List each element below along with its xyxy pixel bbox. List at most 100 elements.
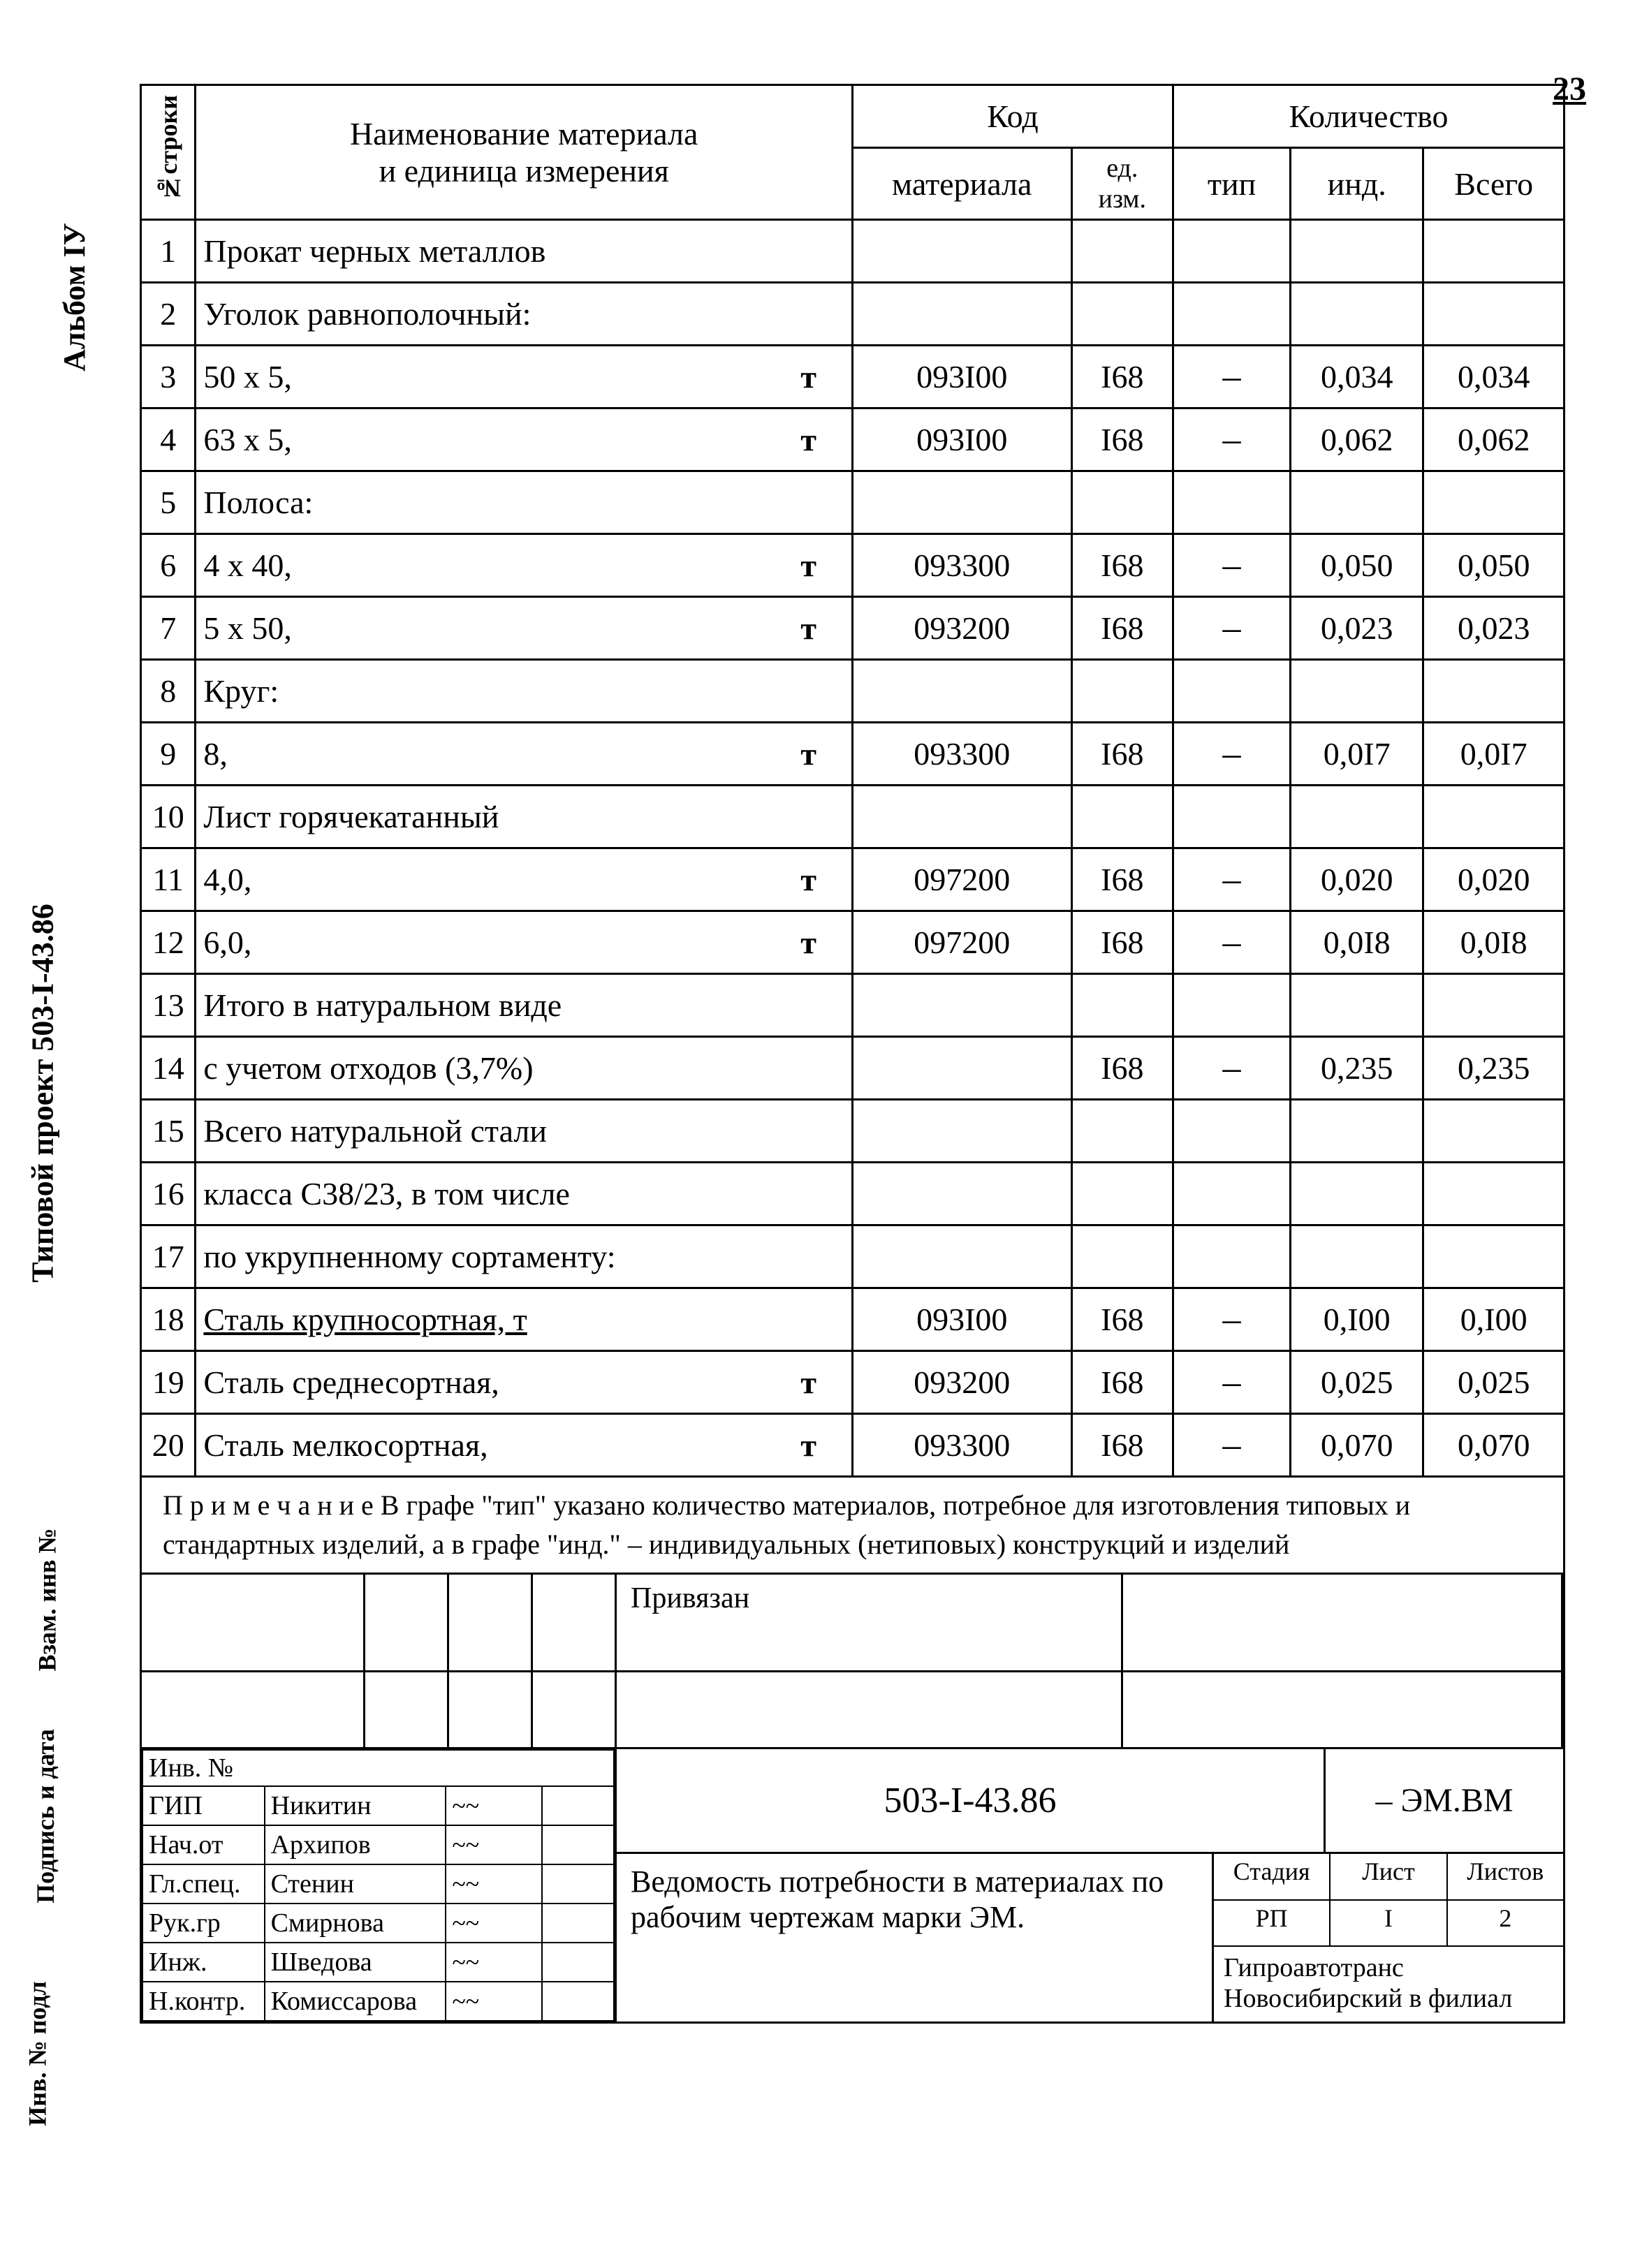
- note-block: П р и м е ч а н и е В графе "тип" указан…: [140, 1478, 1565, 1575]
- name-cell: Комиссарова: [265, 1982, 446, 2021]
- cell-total: [1423, 1225, 1564, 1288]
- table-row: 20 Сталь мелкосортная,т 093300 I68 – 0,0…: [141, 1414, 1564, 1477]
- cell-name: Всего натуральной стали: [196, 1100, 853, 1163]
- cell-tip: –: [1173, 597, 1291, 660]
- empty-block: Привязан: [140, 1575, 1565, 1672]
- cell-total: 0,034: [1423, 346, 1564, 408]
- cell-total: [1423, 1100, 1564, 1163]
- cell-name: Сталь мелкосортная,т: [196, 1414, 853, 1477]
- cell-code: [852, 220, 1071, 283]
- header-qty: Количество: [1173, 85, 1564, 148]
- table-row: 6 4 х 40,т 093300 I68 – 0,050 0,050: [141, 534, 1564, 597]
- cell-tip: [1173, 1163, 1291, 1225]
- cell-tip: –: [1173, 1414, 1291, 1477]
- privyazan-label: Привязан: [617, 1575, 1123, 1670]
- cell-unit: [1071, 974, 1173, 1037]
- signature-cell: ~~: [446, 1904, 542, 1943]
- header-matcode: материала: [852, 148, 1071, 220]
- stage-label: Стадия: [1214, 1854, 1331, 1899]
- table-row: 12 6,0,т 097200 I68 – 0,0I8 0,0I8: [141, 911, 1564, 974]
- inv-label: Инв. №: [142, 1750, 614, 1786]
- header-name: Наименование материала и единица измерен…: [196, 85, 853, 220]
- cell-name: класса С38/23, в том числе: [196, 1163, 853, 1225]
- cell-unit: I68: [1071, 848, 1173, 911]
- cell-unit: [1071, 786, 1173, 848]
- date-cell: [542, 1982, 614, 2021]
- cell-total: 0,025: [1423, 1351, 1564, 1414]
- date-cell: [542, 1786, 614, 1825]
- doc-suffix: – ЭМ.ВМ: [1326, 1749, 1563, 1852]
- cell-name: Лист горячекатанный: [196, 786, 853, 848]
- cell-total: 0,0I8: [1423, 911, 1564, 974]
- cell-num: 1: [141, 220, 196, 283]
- cell-num: 15: [141, 1100, 196, 1163]
- signature-cell: ~~: [446, 1982, 542, 2021]
- cell-tip: [1173, 471, 1291, 534]
- cell-num: 2: [141, 283, 196, 346]
- cell-unit: [1071, 220, 1173, 283]
- cell-num: 14: [141, 1037, 196, 1100]
- cell-unit: [1071, 1225, 1173, 1288]
- cell-ind: 0,0I8: [1291, 911, 1423, 974]
- cell-code: 093I00: [852, 346, 1071, 408]
- header-total: Всего: [1423, 148, 1564, 220]
- cell-ind: 0,034: [1291, 346, 1423, 408]
- cell-tip: –: [1173, 1037, 1291, 1100]
- cell-ind: 0,0I7: [1291, 723, 1423, 786]
- materials-table: №строки Наименование материала и единица…: [140, 84, 1565, 1478]
- table-row: 13 Итого в натуральном виде: [141, 974, 1564, 1037]
- cell-total: 0,0I7: [1423, 723, 1564, 786]
- date-cell: [542, 1864, 614, 1904]
- cell-num: 18: [141, 1288, 196, 1351]
- cell-total: 0,235: [1423, 1037, 1564, 1100]
- cell-ind: [1291, 660, 1423, 723]
- table-row: 18 Сталь крупносортная, т 093I00 I68 – 0…: [141, 1288, 1564, 1351]
- cell-name: 8,т: [196, 723, 853, 786]
- cell-num: 13: [141, 974, 196, 1037]
- header-ind: инд.: [1291, 148, 1423, 220]
- cell-tip: –: [1173, 346, 1291, 408]
- cell-code: [852, 1100, 1071, 1163]
- sheet-label: Лист: [1331, 1854, 1447, 1899]
- cell-name: 6,0,т: [196, 911, 853, 974]
- cell-code: 097200: [852, 911, 1071, 974]
- cell-tip: [1173, 283, 1291, 346]
- cell-name: Уголок равнополочный:: [196, 283, 853, 346]
- cell-unit: [1071, 1163, 1173, 1225]
- vlabel-vzam: Взам. инв №: [33, 1528, 62, 1671]
- stage-value: РП: [1214, 1901, 1331, 1946]
- cell-total: 0,070: [1423, 1414, 1564, 1477]
- cell-name: Итого в натуральном виде: [196, 974, 853, 1037]
- cell-name: Сталь среднесортная,т: [196, 1351, 853, 1414]
- role-row: Н.контр. Комиссарова ~~: [142, 1982, 614, 2021]
- cell-tip: [1173, 220, 1291, 283]
- cell-unit: I68: [1071, 723, 1173, 786]
- cell-name: Прокат черных металлов: [196, 220, 853, 283]
- cell-ind: 0,235: [1291, 1037, 1423, 1100]
- role-cell: Рук.гр: [142, 1904, 265, 1943]
- cell-num: 5: [141, 471, 196, 534]
- cell-code: 093200: [852, 1351, 1071, 1414]
- cell-unit: [1071, 660, 1173, 723]
- cell-total: 0,062: [1423, 408, 1564, 471]
- cell-num: 12: [141, 911, 196, 974]
- cell-unit: I68: [1071, 911, 1173, 974]
- cell-tip: [1173, 786, 1291, 848]
- cell-ind: 0,I00: [1291, 1288, 1423, 1351]
- table-row: 4 63 х 5,т 093I00 I68 – 0,062 0,062: [141, 408, 1564, 471]
- cell-total: [1423, 471, 1564, 534]
- cell-code: 097200: [852, 848, 1071, 911]
- doc-number: 503-I-43.86: [617, 1749, 1326, 1852]
- cell-unit: I68: [1071, 1037, 1173, 1100]
- cell-total: 0,020: [1423, 848, 1564, 911]
- cell-name: 4,0,т: [196, 848, 853, 911]
- cell-unit: [1071, 471, 1173, 534]
- table-row: 19 Сталь среднесортная,т 093200 I68 – 0,…: [141, 1351, 1564, 1414]
- cell-unit: [1071, 283, 1173, 346]
- cell-code: 093300: [852, 723, 1071, 786]
- cell-tip: –: [1173, 911, 1291, 974]
- cell-total: 0,I00: [1423, 1288, 1564, 1351]
- cell-code: 093300: [852, 1414, 1071, 1477]
- cell-ind: 0,062: [1291, 408, 1423, 471]
- name-cell: Архипов: [265, 1825, 446, 1864]
